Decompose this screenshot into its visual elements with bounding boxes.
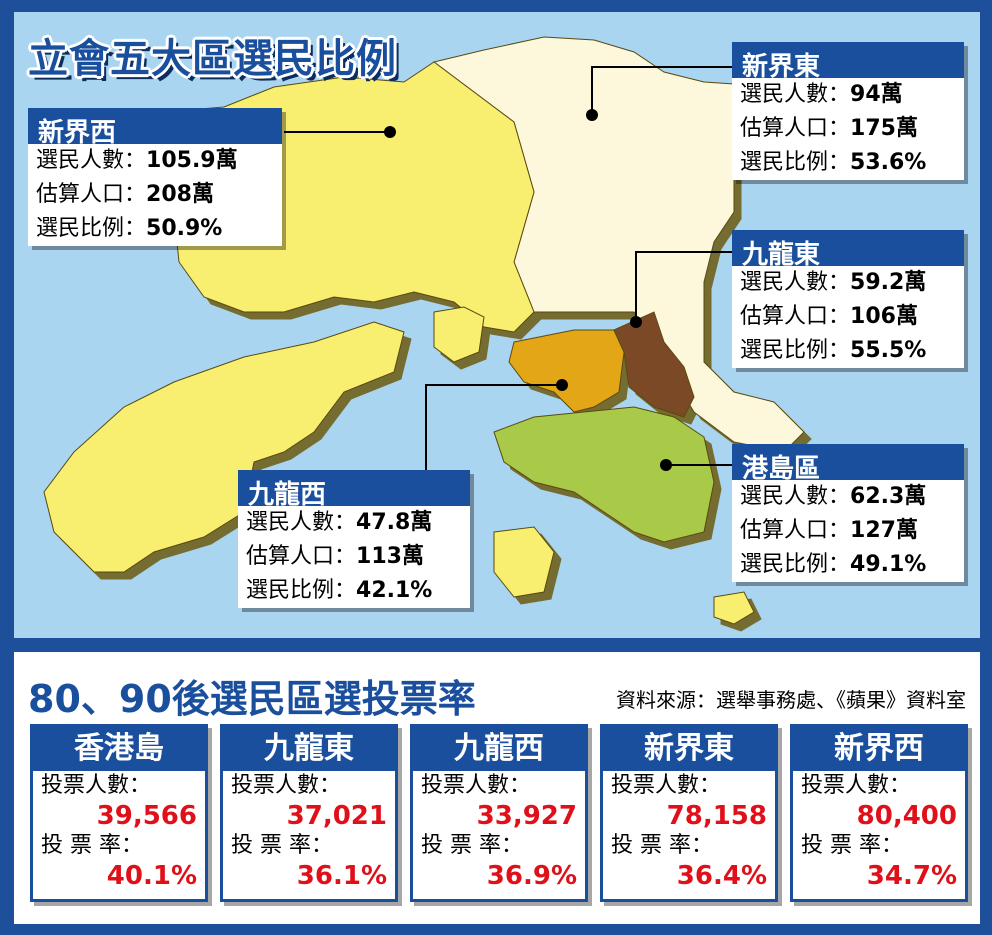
source-note: 資料來源：選舉事務處、《蘋果》資料室	[616, 688, 966, 712]
voters-value: 62.3萬	[850, 484, 927, 509]
region-name: 新界東	[732, 42, 964, 82]
district-name: 新界西	[793, 727, 965, 771]
voters-row: 選民人數：59.2萬	[732, 266, 964, 300]
ratio-row: 選民比例：42.1%	[238, 574, 470, 608]
voters-label: 選民人數：	[36, 148, 147, 173]
population-row: 估算人口：113萬	[238, 540, 470, 574]
population-value: 127萬	[850, 518, 918, 543]
count-label: 投票人數：	[231, 773, 342, 798]
district-box-nt-east: 新界東 投票人數： 78,158 投 票 率： 36.4%	[600, 724, 778, 902]
voters-row: 選民人數：94萬	[732, 78, 964, 112]
count-value: 39,566	[96, 801, 197, 831]
voters-value: 105.9萬	[146, 148, 238, 173]
population-row: 估算人口：208萬	[28, 178, 282, 212]
district-box-hk-island: 香港島 投票人數： 39,566 投 票 率： 40.1%	[30, 724, 208, 902]
rate-label: 投 票 率：	[231, 833, 333, 858]
district-box-kowloon-east: 九龍東 投票人數： 37,021 投 票 率： 36.1%	[220, 724, 398, 902]
region-name: 九龍東	[732, 230, 964, 270]
population-label: 估算人口：	[36, 182, 147, 207]
ratio-value: 49.1%	[850, 552, 927, 577]
voters-label: 選民人數：	[740, 82, 851, 107]
map-panel: 立會五大區選民比例 新界西 選民人數：105.9萬 估算人口：208萬 選民比例…	[14, 12, 980, 638]
ratio-value: 53.6%	[850, 150, 927, 175]
ratio-row: 選民比例：55.5%	[732, 334, 964, 368]
region-box-kowloon-west: 九龍西 選民人數：47.8萬 估算人口：113萬 選民比例：42.1%	[238, 470, 470, 608]
voters-value: 94萬	[850, 82, 903, 107]
population-label: 估算人口：	[740, 116, 851, 141]
voters-label: 選民人數：	[740, 270, 851, 295]
region-box-nt-east: 新界東 選民人數：94萬 估算人口：175萬 選民比例：53.6%	[732, 42, 964, 180]
population-label: 估算人口：	[740, 304, 851, 329]
map-title: 立會五大區選民比例	[28, 36, 397, 82]
count-value: 33,927	[476, 801, 577, 831]
district-box-nt-west: 新界西 投票人數： 80,400 投 票 率： 34.7%	[790, 724, 968, 902]
voters-label: 選民人數：	[246, 510, 357, 535]
rate-value: 36.1%	[296, 861, 387, 891]
region-hk-island	[493, 406, 715, 543]
region-kowloon-west	[508, 329, 625, 413]
ratio-label: 選民比例：	[36, 216, 147, 241]
ratio-value: 42.1%	[356, 578, 433, 603]
ratio-label: 選民比例：	[740, 338, 851, 363]
ratio-value: 50.9%	[146, 216, 223, 241]
population-label: 估算人口：	[246, 544, 357, 569]
ratio-row: 選民比例：50.9%	[28, 212, 282, 246]
voters-row: 選民人數：47.8萬	[238, 506, 470, 540]
region-name: 港島區	[732, 444, 964, 484]
rate-value: 34.7%	[866, 861, 957, 891]
district-name: 九龍東	[223, 727, 395, 771]
region-name: 新界西	[28, 108, 282, 148]
rate-value: 40.1%	[106, 861, 197, 891]
population-value: 113萬	[356, 544, 424, 569]
count-label: 投票人數：	[41, 773, 152, 798]
count-value: 78,158	[666, 801, 767, 831]
region-box-hk-island: 港島區 選民人數：62.3萬 估算人口：127萬 選民比例：49.1%	[732, 444, 964, 582]
location-dots	[384, 109, 672, 471]
voters-value: 59.2萬	[850, 270, 927, 295]
rate-label: 投 票 率：	[41, 833, 143, 858]
district-name: 新界東	[603, 727, 775, 771]
rate-label: 投 票 率：	[611, 833, 713, 858]
voters-label: 選民人數：	[740, 484, 851, 509]
ratio-value: 55.5%	[850, 338, 927, 363]
population-value: 106萬	[850, 304, 918, 329]
count-value: 37,021	[286, 801, 387, 831]
district-name: 九龍西	[413, 727, 585, 771]
region-box-kowloon-east: 九龍東 選民人數：59.2萬 估算人口：106萬 選民比例：55.5%	[732, 230, 964, 368]
voters-row: 選民人數：105.9萬	[28, 144, 282, 178]
region-island-small-3	[713, 591, 755, 625]
population-row: 估算人口：106萬	[732, 300, 964, 334]
ratio-label: 選民比例：	[740, 552, 851, 577]
population-row: 估算人口：127萬	[732, 514, 964, 548]
population-row: 估算人口：175萬	[732, 112, 964, 146]
count-label: 投票人數：	[421, 773, 532, 798]
rate-value: 36.4%	[676, 861, 767, 891]
ratio-row: 選民比例：49.1%	[732, 548, 964, 582]
voters-value: 47.8萬	[356, 510, 433, 535]
population-value: 175萬	[850, 116, 918, 141]
ratio-label: 選民比例：	[246, 578, 357, 603]
region-island-small-1	[433, 306, 485, 363]
region-lantau	[43, 321, 405, 573]
turnout-title: 80、90後選民區選投票率	[28, 677, 476, 721]
rate-label: 投 票 率：	[801, 833, 903, 858]
region-kowloon-east	[613, 311, 695, 418]
rate-label: 投 票 率：	[421, 833, 523, 858]
count-label: 投票人數：	[801, 773, 912, 798]
district-name: 香港島	[33, 727, 205, 771]
region-box-nt-west: 新界西 選民人數：105.9萬 估算人口：208萬 選民比例：50.9%	[28, 108, 282, 246]
region-island-small-2	[493, 526, 555, 598]
count-label: 投票人數：	[611, 773, 722, 798]
district-box-kowloon-west: 九龍西 投票人數： 33,927 投 票 率： 36.9%	[410, 724, 588, 902]
leader-lines	[284, 66, 734, 472]
region-name: 九龍西	[238, 470, 470, 510]
rate-value: 36.9%	[486, 861, 577, 891]
ratio-label: 選民比例：	[740, 150, 851, 175]
turnout-panel: 80、90後選民區選投票率 資料來源：選舉事務處、《蘋果》資料室 香港島 投票人…	[14, 652, 980, 924]
ratio-row: 選民比例：53.6%	[732, 146, 964, 180]
voters-row: 選民人數：62.3萬	[732, 480, 964, 514]
population-value: 208萬	[146, 182, 214, 207]
count-value: 80,400	[856, 801, 957, 831]
population-label: 估算人口：	[740, 518, 851, 543]
